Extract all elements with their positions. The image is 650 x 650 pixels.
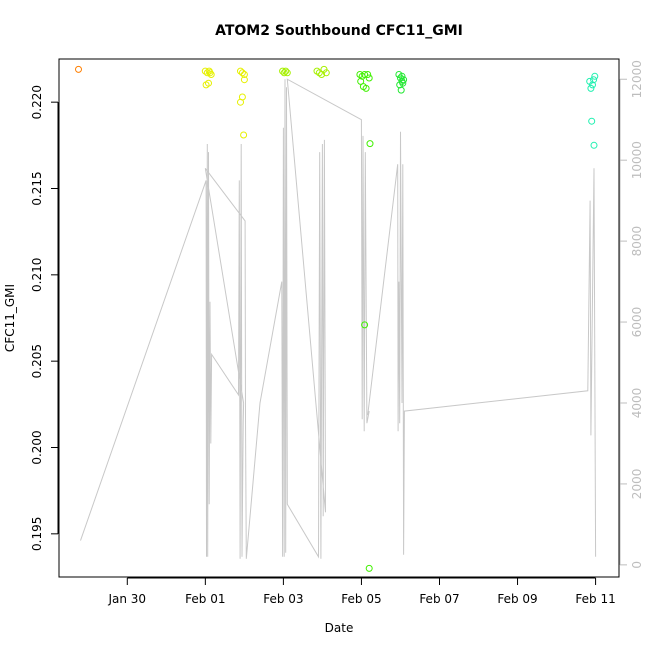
data-point	[365, 564, 373, 572]
data-point	[591, 72, 599, 80]
data-point	[203, 69, 211, 77]
chart-title: ATOM2 Southbound CFC11_GMI	[215, 23, 463, 39]
plot-frame	[58, 58, 620, 578]
data-point	[205, 79, 212, 87]
data-point	[364, 71, 372, 78]
x-tick-label: Feb 01	[185, 592, 225, 606]
data-point	[201, 67, 209, 75]
altitude-line	[80, 78, 597, 559]
data-point	[238, 93, 246, 101]
x-tick-label: Feb 03	[263, 592, 303, 606]
y-tick-label: 0.220	[30, 85, 44, 119]
data-point	[237, 67, 244, 75]
data-point	[240, 76, 248, 84]
y2-axis: 0 2000 4000 6000 8000 10000 12000	[619, 60, 644, 569]
data-point	[240, 71, 248, 78]
y2-tick-label: 6000	[630, 307, 644, 338]
y-axis-label: CFC11_GMI	[3, 284, 17, 352]
x-tick-label: Feb 09	[497, 592, 537, 606]
data-point	[366, 140, 374, 148]
data-point	[282, 67, 290, 75]
data-point	[238, 69, 246, 77]
data-point	[283, 69, 291, 77]
y-axis: 0.195 0.200 0.205 0.210 0.215 0.220	[30, 85, 59, 551]
y-tick-label: 0.195	[30, 517, 44, 551]
data-point	[206, 69, 214, 77]
y-tick-label: 0.215	[30, 171, 44, 205]
data-point	[590, 76, 598, 84]
y-tick-label: 0.210	[30, 258, 44, 292]
data-point	[398, 72, 406, 80]
data-point	[361, 321, 369, 329]
data-point	[587, 84, 595, 92]
y2-tick-label: 12000	[630, 60, 644, 98]
points-layer	[75, 65, 599, 572]
y2-tick-label: 2000	[630, 469, 644, 500]
x-axis: Jan 30 Feb 01 Feb 03 Feb 05 Feb 07 Feb 09 Feb …	[107, 577, 616, 606]
data-point	[588, 117, 596, 125]
y-tick-label: 0.205	[30, 344, 44, 378]
y2-tick-label: 4000	[630, 388, 644, 419]
y2-tick-label: 10000	[630, 141, 644, 179]
data-point	[361, 71, 369, 78]
altitude-line-layer	[80, 78, 597, 559]
x-tick-label: Feb 05	[341, 592, 381, 606]
plot-border	[58, 58, 620, 578]
data-point	[589, 81, 596, 89]
x-tick-label: Feb 07	[419, 592, 459, 606]
data-point	[240, 131, 248, 139]
data-point	[75, 65, 82, 73]
y2-tick-label: 0	[630, 561, 644, 569]
data-point	[356, 71, 364, 78]
x-axis-label: Date	[325, 621, 354, 635]
data-point	[400, 76, 408, 84]
x-tick-label: Jan 30	[107, 592, 146, 606]
data-point	[590, 141, 598, 149]
data-point	[399, 79, 407, 87]
data-point	[279, 67, 287, 75]
y-tick-label: 0.200	[30, 430, 44, 464]
data-point	[207, 71, 215, 78]
x-tick-label: Feb 11	[575, 592, 615, 606]
data-point	[365, 74, 373, 82]
data-point	[322, 69, 330, 77]
data-point	[397, 86, 405, 94]
data-point	[362, 84, 370, 92]
data-point	[280, 69, 288, 77]
y2-tick-label: 8000	[630, 226, 644, 257]
